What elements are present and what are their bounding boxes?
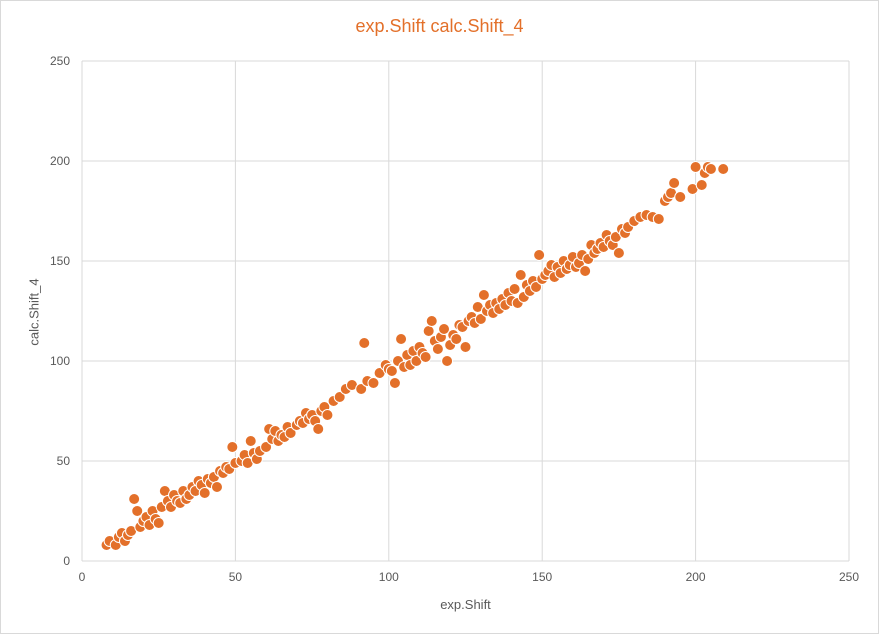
data-point — [533, 249, 546, 261]
data-point — [425, 315, 438, 327]
data-point — [717, 163, 730, 175]
data-point — [284, 427, 297, 439]
data-point — [321, 409, 334, 421]
x-tick-label: 150 — [532, 570, 552, 584]
chart-title: exp.Shift calc.Shift_4 — [355, 16, 524, 36]
data-point — [674, 191, 687, 203]
data-point — [128, 493, 141, 505]
data-point — [198, 487, 211, 499]
data-point — [668, 177, 681, 189]
x-tick-label: 0 — [79, 570, 86, 584]
data-point — [226, 441, 239, 453]
data-point — [704, 163, 717, 175]
y-tick-labels: 0 50 100 150 200 250 — [50, 54, 70, 568]
data-point — [385, 365, 398, 377]
data-point — [450, 333, 463, 345]
x-tick-label: 50 — [229, 570, 243, 584]
x-tick-label: 250 — [839, 570, 859, 584]
x-tick-labels: 0 50 100 150 200 250 — [79, 570, 860, 584]
y-tick-label: 50 — [57, 454, 71, 468]
data-point — [152, 517, 165, 529]
data-point — [422, 325, 435, 337]
data-point — [419, 351, 432, 363]
data-point — [652, 213, 665, 225]
data-point — [388, 377, 401, 389]
data-point — [579, 265, 592, 277]
y-tick-label: 0 — [63, 554, 70, 568]
y-tick-label: 200 — [50, 154, 70, 168]
x-tick-label: 200 — [686, 570, 706, 584]
data-points — [100, 161, 730, 551]
data-point — [312, 423, 325, 435]
data-point — [244, 435, 257, 447]
data-point — [355, 383, 368, 395]
data-point — [514, 269, 527, 281]
data-point — [474, 313, 487, 325]
data-point — [530, 281, 543, 293]
data-point — [689, 161, 702, 173]
data-point — [438, 323, 451, 335]
data-point — [508, 283, 521, 295]
grid-lines — [81, 60, 850, 562]
x-axis-title: exp.Shift — [440, 597, 491, 612]
data-point — [612, 247, 625, 259]
data-point — [210, 481, 223, 493]
y-tick-label: 150 — [50, 254, 70, 268]
data-point — [441, 355, 454, 367]
data-point — [131, 505, 144, 517]
data-point — [395, 333, 408, 345]
data-point — [358, 337, 371, 349]
data-point — [477, 289, 490, 301]
data-point — [431, 343, 444, 355]
data-point — [695, 179, 708, 191]
data-point — [459, 341, 472, 353]
y-tick-label: 250 — [50, 54, 70, 68]
data-point — [260, 441, 273, 453]
data-point — [333, 391, 346, 403]
x-tick-label: 100 — [379, 570, 399, 584]
y-tick-label: 100 — [50, 354, 70, 368]
data-point — [367, 377, 380, 389]
